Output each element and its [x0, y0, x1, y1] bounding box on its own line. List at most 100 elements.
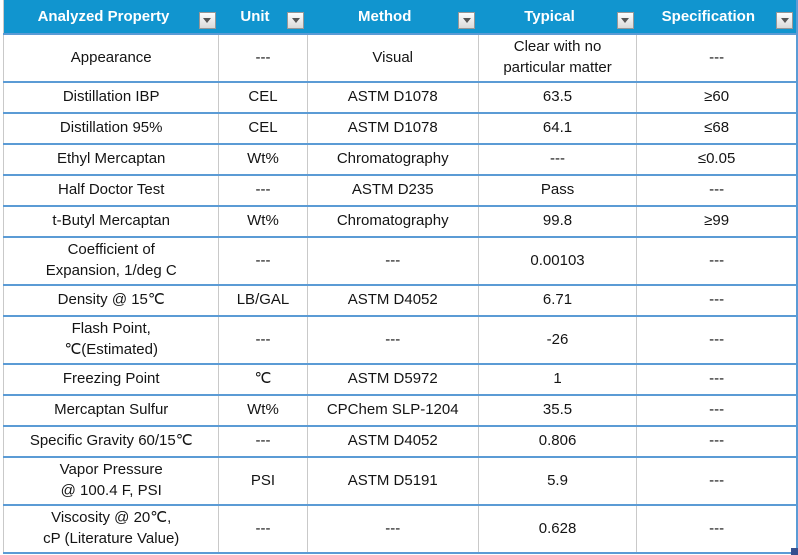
table-cell[interactable]: --- — [636, 504, 797, 553]
table-cell[interactable]: ASTM D235 — [306, 174, 479, 206]
table-cell[interactable]: --- — [218, 315, 308, 364]
table-cell[interactable]: Visual — [306, 33, 479, 82]
table-cell[interactable]: ≤0.05 — [636, 143, 797, 175]
table-cell[interactable]: Wt% — [218, 205, 308, 237]
chevron-down-icon — [621, 18, 630, 23]
chevron-down-icon — [462, 18, 471, 23]
table-row: Vapor Pressure @ 100.4 F, PSI PSI ASTM D51… — [3, 456, 797, 505]
table-cell[interactable]: PSI — [218, 456, 308, 505]
table-cell[interactable]: ASTM D5191 — [306, 456, 479, 505]
table-cell[interactable]: --- — [218, 425, 308, 457]
column-header-label: Method — [358, 8, 412, 25]
table-row: Freezing Point ℃ ASTM D5972 1 --- — [3, 363, 797, 395]
table-cell[interactable]: --- — [218, 174, 308, 206]
table-cell[interactable]: ≤68 — [636, 112, 797, 144]
table-row: Distillation 95% CEL ASTM D1078 64.1 ≤68 — [3, 112, 797, 144]
table-cell[interactable]: Wt% — [218, 143, 308, 175]
table-row: Flash Point, ℃(Estimated) --- --- -26 --- — [3, 315, 797, 364]
table-cell[interactable]: --- — [477, 143, 637, 175]
column-header-specification[interactable]: Specification — [636, 0, 797, 34]
table-cell[interactable]: Vapor Pressure @ 100.4 F, PSI — [3, 456, 219, 505]
table-cell[interactable]: --- — [636, 394, 797, 426]
table-cell[interactable]: CEL — [218, 81, 308, 113]
table-cell[interactable]: Half Doctor Test — [3, 174, 219, 206]
table-cell[interactable]: 99.8 — [477, 205, 637, 237]
filter-dropdown-button[interactable] — [458, 12, 476, 29]
table-header: Analyzed Property Unit Method Typical Sp… — [3, 0, 797, 34]
table-cell[interactable]: 35.5 — [477, 394, 637, 426]
table-cell[interactable]: ASTM D4052 — [306, 284, 479, 316]
table-cell[interactable]: ASTM D1078 — [306, 81, 479, 113]
table-row: Density @ 15℃ LB/GAL ASTM D4052 6.71 --- — [3, 284, 797, 316]
table-cell[interactable]: Viscosity @ 20℃, cP (Literature Value) — [3, 504, 219, 553]
filter-dropdown-button[interactable] — [776, 12, 793, 29]
table-cell[interactable]: Coefficient of Expansion, 1/deg C — [3, 236, 219, 285]
table-cell[interactable]: --- — [306, 315, 479, 364]
table-cell[interactable]: 1 — [477, 363, 637, 395]
table-cell[interactable]: 5.9 — [477, 456, 637, 505]
filter-dropdown-button[interactable] — [198, 12, 216, 29]
table-cell[interactable]: --- — [636, 315, 797, 364]
table-cell[interactable]: --- — [636, 425, 797, 457]
table-cell[interactable]: Chromatography — [306, 205, 479, 237]
table-row: Ethyl Mercaptan Wt% Chromatography --- ≤0.05 — [3, 143, 797, 175]
table-resize-handle[interactable] — [791, 548, 798, 555]
table-cell[interactable]: ≥99 — [636, 205, 797, 237]
table-row: Coefficient of Expansion, 1/deg C --- --- 0… — [3, 236, 797, 285]
table-cell[interactable]: 63.5 — [477, 81, 637, 113]
table-cell[interactable]: --- — [636, 33, 797, 82]
table-cell[interactable]: ASTM D1078 — [306, 112, 479, 144]
table-cell[interactable]: 64.1 — [477, 112, 637, 144]
filter-dropdown-button[interactable] — [287, 12, 305, 29]
chevron-down-icon — [203, 18, 212, 23]
table-cell[interactable]: Distillation 95% — [3, 112, 219, 144]
table-cell[interactable]: ASTM D4052 — [306, 425, 479, 457]
column-header-label: Typical — [524, 8, 575, 25]
table-cell[interactable]: --- — [636, 174, 797, 206]
table-cell[interactable]: --- — [306, 504, 479, 553]
table-cell[interactable]: --- — [636, 236, 797, 285]
table-cell[interactable]: t-Butyl Mercaptan — [3, 205, 219, 237]
table-cell[interactable]: Mercaptan Sulfur — [3, 394, 219, 426]
table-row: Viscosity @ 20℃, cP (Literature Value) --… — [3, 504, 797, 553]
table-cell[interactable]: Clear with no particular matter — [477, 33, 637, 82]
table-cell[interactable]: Pass — [477, 174, 637, 206]
table-cell[interactable]: Density @ 15℃ — [3, 284, 219, 316]
column-header-typical[interactable]: Typical — [478, 0, 637, 34]
table-cell[interactable]: --- — [306, 236, 479, 285]
table-cell[interactable]: LB/GAL — [218, 284, 308, 316]
table-cell[interactable]: --- — [636, 363, 797, 395]
table-cell[interactable]: --- — [218, 236, 308, 285]
table-cell[interactable]: -26 — [477, 315, 637, 364]
table-cell[interactable]: Flash Point, ℃(Estimated) — [3, 315, 219, 364]
table-cell[interactable]: Ethyl Mercaptan — [3, 143, 219, 175]
table-row: Half Doctor Test --- ASTM D235 Pass --- — [3, 174, 797, 206]
table-cell[interactable]: ≥60 — [636, 81, 797, 113]
table-cell[interactable]: 6.71 — [477, 284, 637, 316]
table-cell[interactable]: Freezing Point — [3, 363, 219, 395]
table-cell[interactable]: Distillation IBP — [3, 81, 219, 113]
table-cell[interactable]: CPChem SLP-1204 — [306, 394, 479, 426]
table-cell[interactable]: Chromatography — [306, 143, 479, 175]
table-cell[interactable]: --- — [636, 456, 797, 505]
table-cell[interactable]: 0.806 — [477, 425, 637, 457]
column-header-analyzed-property[interactable]: Analyzed Property — [3, 0, 219, 34]
table-cell[interactable]: ℃ — [218, 363, 308, 395]
column-header-unit[interactable]: Unit — [218, 0, 308, 34]
table-row: Mercaptan Sulfur Wt% CPChem SLP-1204 35.5 --… — [3, 394, 797, 426]
table-cell[interactable]: 0.00103 — [477, 236, 637, 285]
table-cell[interactable]: Specific Gravity 60/15℃ — [3, 425, 219, 457]
table-cell[interactable]: 0.628 — [477, 504, 637, 553]
filter-dropdown-button[interactable] — [616, 12, 634, 29]
chevron-down-icon — [291, 18, 300, 23]
column-header-method[interactable]: Method — [307, 0, 479, 34]
table-cell[interactable]: Appearance — [3, 33, 219, 82]
table-cell[interactable]: --- — [218, 33, 308, 82]
table-cell[interactable]: ASTM D5972 — [306, 363, 479, 395]
table-cell[interactable]: --- — [218, 504, 308, 553]
table-cell[interactable]: CEL — [218, 112, 308, 144]
table-cell[interactable]: --- — [636, 284, 797, 316]
header-row: Analyzed Property Unit Method Typical Sp… — [3, 0, 797, 34]
table-cell[interactable]: Wt% — [218, 394, 308, 426]
table-row: Appearance --- Visual Clear with no particu… — [3, 33, 797, 82]
